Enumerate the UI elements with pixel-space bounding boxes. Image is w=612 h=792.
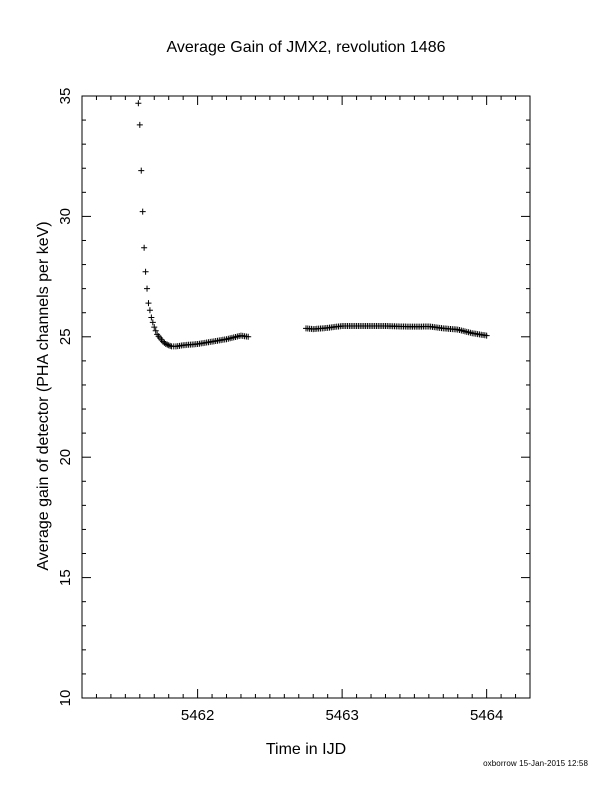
- y-ticks: 10 15 20 25 30 35: [57, 88, 530, 707]
- x-tick-label: 5464: [470, 707, 503, 724]
- data-point: [136, 121, 143, 128]
- data-point: [139, 208, 146, 215]
- data-point: [152, 327, 159, 334]
- data-point: [149, 319, 156, 326]
- data-point: [145, 300, 152, 307]
- data-point: [245, 333, 252, 340]
- x-tick-label: 5463: [325, 707, 358, 724]
- y-tick-label: 20: [57, 449, 74, 466]
- data-point: [146, 307, 153, 314]
- x-tick-label: 5462: [181, 707, 214, 724]
- x-axis-label: Time in IJD: [266, 741, 346, 758]
- data-point: [165, 342, 172, 349]
- x-ticks: 5462 5463 5464: [95, 96, 531, 724]
- y-tick-label: 15: [57, 569, 74, 586]
- data-point: [162, 341, 169, 348]
- data-point: [141, 244, 148, 251]
- data-point: [164, 341, 171, 348]
- y-axis-label: Average gain of detector (PHA channels p…: [35, 221, 52, 570]
- data-point: [483, 332, 490, 339]
- data-point: [167, 342, 174, 349]
- data-point: [138, 167, 145, 174]
- data-point: [142, 268, 149, 275]
- y-tick-label: 30: [57, 208, 74, 225]
- footer-timestamp: oxborrow 15-Jan-2015 12:58: [483, 759, 588, 768]
- data-points: [135, 100, 490, 350]
- plot-frame: [81, 95, 531, 699]
- data-point: [151, 324, 158, 331]
- data-point: [144, 285, 151, 292]
- y-tick-label: 25: [57, 328, 74, 345]
- data-point: [148, 314, 155, 321]
- y-tick-label: 35: [57, 88, 74, 105]
- chart-title: Average Gain of JMX2, revolution 1486: [167, 39, 446, 56]
- y-tick-label: 10: [57, 690, 74, 707]
- data-point: [135, 100, 142, 107]
